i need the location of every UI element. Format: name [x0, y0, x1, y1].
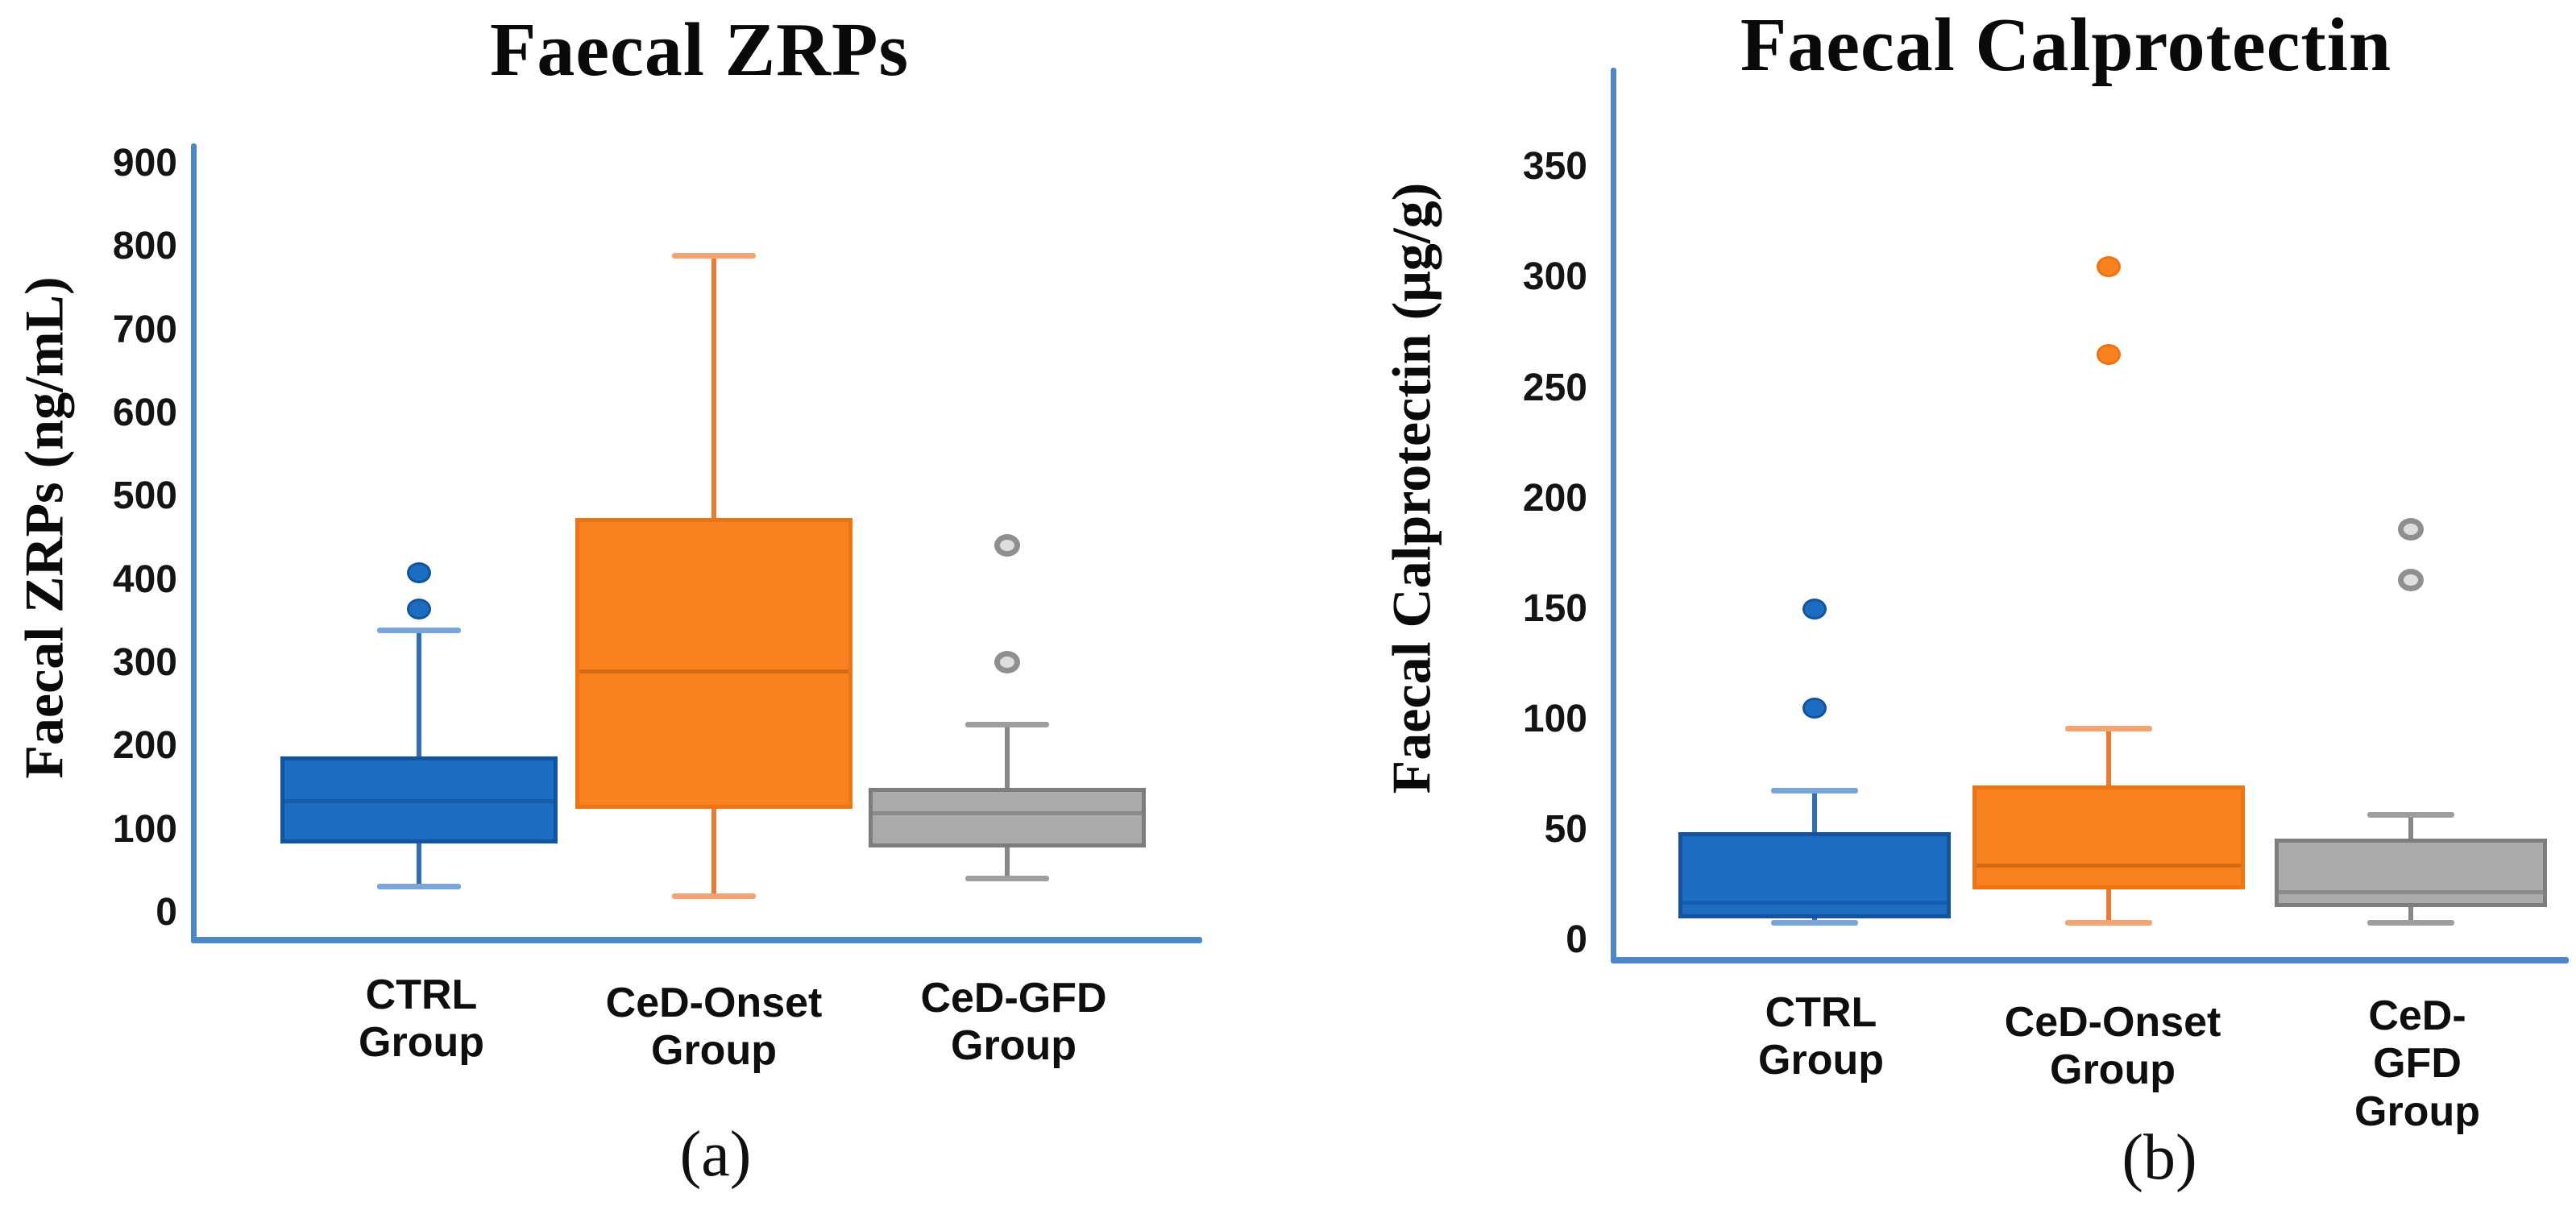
- y-tick-label: 150: [1522, 586, 1587, 630]
- lower-whisker-cap: [2065, 920, 2152, 926]
- median-line: [2279, 889, 2543, 894]
- lower-whisker-cap: [672, 893, 756, 900]
- upper-whisker: [2106, 727, 2111, 786]
- outlier-point: [994, 650, 1020, 673]
- box: [2275, 838, 2547, 907]
- outlier-point: [994, 534, 1020, 557]
- upper-whisker: [1812, 789, 1817, 832]
- y-tick-label: 0: [1566, 918, 1587, 961]
- box: [1678, 831, 1951, 918]
- panel-a-letter: (a): [679, 1119, 752, 1190]
- y-tick-label: 250: [1522, 366, 1587, 409]
- y-axis-line: [1611, 68, 1616, 963]
- y-tick-label: 0: [156, 891, 177, 934]
- x-axis-line: [1611, 957, 2569, 963]
- panel-a-category-ctrl: CTRL Group: [359, 972, 484, 1067]
- box: [869, 788, 1146, 848]
- box: [575, 518, 852, 809]
- y-tick-label: 700: [112, 308, 177, 351]
- median-line: [284, 798, 554, 803]
- box: [1972, 785, 2245, 889]
- upper-whisker-cap: [672, 252, 756, 259]
- panel-b-letter: (b): [2122, 1122, 2197, 1193]
- lower-whisker: [711, 808, 716, 897]
- y-tick-label: 50: [1544, 807, 1587, 851]
- panel-a-title: Faecal ZRPs: [489, 8, 910, 92]
- outlier-point: [1802, 598, 1827, 620]
- y-tick-label: 800: [112, 225, 177, 268]
- lower-whisker-cap: [965, 875, 1049, 881]
- lower-whisker: [2408, 906, 2413, 923]
- upper-whisker: [1005, 724, 1010, 788]
- x-axis-line: [191, 937, 1202, 943]
- lower-whisker-cap: [2367, 920, 2454, 926]
- lower-whisker: [2106, 889, 2111, 923]
- panel-a-category-ced-gfd: CeD-GFD Group: [920, 975, 1107, 1070]
- upper-whisker-cap: [965, 722, 1049, 728]
- lower-whisker-cap: [1771, 920, 1858, 926]
- outlier-point: [2097, 255, 2121, 277]
- y-axis-line: [191, 143, 197, 943]
- median-line: [579, 669, 848, 674]
- y-tick-label: 100: [112, 807, 177, 851]
- y-tick-label: 600: [112, 392, 177, 435]
- outlier-point: [2398, 517, 2424, 541]
- median-line: [873, 811, 1142, 815]
- panel-a-category-ced-onset: CeD-Onset Group: [605, 980, 823, 1075]
- y-tick-label: 200: [1522, 476, 1587, 520]
- outlier-point: [2398, 569, 2424, 592]
- median-line: [1977, 863, 2241, 868]
- upper-whisker: [417, 629, 421, 756]
- lower-whisker-cap: [377, 883, 461, 889]
- lower-whisker: [1005, 847, 1010, 878]
- y-tick-label: 300: [1522, 255, 1587, 299]
- y-tick-label: 300: [112, 641, 177, 684]
- outlier-point: [407, 598, 431, 620]
- outlier-point: [2097, 344, 2121, 366]
- upper-whisker-cap: [1771, 787, 1858, 794]
- y-tick-label: 500: [112, 474, 177, 518]
- median-line: [1682, 901, 1947, 905]
- panel-b-title: Faecal Calprotectin: [1740, 3, 2392, 87]
- outlier-point: [407, 562, 431, 584]
- y-tick-label: 350: [1522, 145, 1587, 189]
- panel-b-category-ctrl: CTRL Group: [1758, 989, 1884, 1084]
- panel-b-category-ced-gfd: CeD-GFD Group: [2354, 992, 2480, 1135]
- y-tick-label: 200: [112, 724, 177, 768]
- outlier-point: [1802, 698, 1827, 719]
- y-tick-label: 100: [1522, 697, 1587, 740]
- upper-whisker-cap: [377, 627, 461, 633]
- lower-whisker: [417, 843, 421, 886]
- upper-whisker-cap: [2065, 725, 2152, 731]
- y-tick-label: 900: [112, 142, 177, 185]
- y-tick-label: 400: [112, 557, 177, 601]
- upper-whisker: [711, 255, 716, 519]
- upper-whisker-cap: [2367, 811, 2454, 818]
- upper-whisker: [2408, 814, 2413, 839]
- panel-b-category-ced-onset: CeD-Onset Group: [2004, 999, 2221, 1094]
- panel-b-y-axis-label: Faecal Calprotectin (μg/g): [1380, 182, 1442, 794]
